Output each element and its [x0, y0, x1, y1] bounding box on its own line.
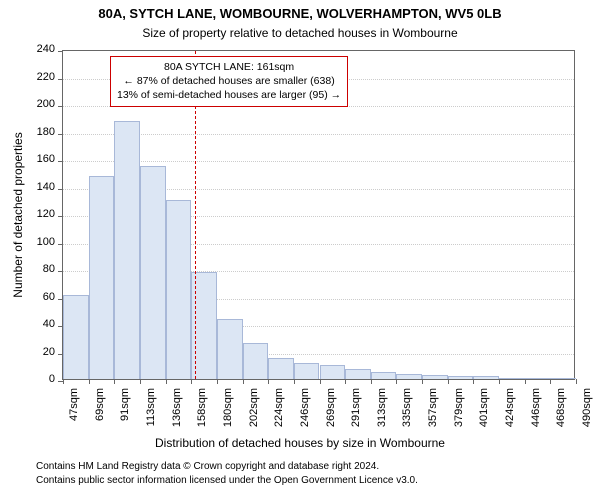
x-tick-label: 490sqm	[581, 388, 593, 438]
x-tick	[217, 379, 218, 384]
x-tick-label: 424sqm	[504, 388, 516, 438]
x-tick	[166, 379, 167, 384]
x-tick	[191, 379, 192, 384]
histogram-bar	[166, 200, 192, 379]
y-tick-label: 120	[15, 208, 55, 220]
x-tick	[371, 379, 372, 384]
y-tick-label: 20	[15, 346, 55, 358]
y-tick-label: 100	[15, 236, 55, 248]
footer-attribution: Contains HM Land Registry data © Crown c…	[36, 460, 418, 487]
x-tick-label: 357sqm	[427, 388, 439, 438]
x-tick-label: 313sqm	[376, 388, 388, 438]
y-tick	[58, 244, 63, 245]
x-tick	[294, 379, 295, 384]
y-tick-label: 200	[15, 98, 55, 110]
x-tick-label: 91sqm	[119, 388, 131, 438]
y-tick-label: 80	[15, 263, 55, 275]
x-tick	[473, 379, 474, 384]
histogram-bar	[89, 176, 115, 380]
y-tick	[58, 189, 63, 190]
chart-title: 80A, SYTCH LANE, WOMBOURNE, WOLVERHAMPTO…	[0, 6, 600, 21]
histogram-bar	[448, 376, 474, 379]
x-tick	[268, 379, 269, 384]
x-axis-label: Distribution of detached houses by size …	[0, 436, 600, 450]
histogram-bar	[268, 358, 294, 379]
histogram-bar	[550, 378, 576, 379]
y-tick-label: 60	[15, 291, 55, 303]
histogram-bar	[345, 369, 371, 379]
y-tick	[58, 79, 63, 80]
histogram-bar	[294, 363, 320, 380]
x-tick-label: 246sqm	[299, 388, 311, 438]
y-tick	[58, 161, 63, 162]
histogram-bar	[217, 319, 243, 380]
x-tick-label: 291sqm	[350, 388, 362, 438]
y-tick	[58, 134, 63, 135]
y-tick	[58, 216, 63, 217]
x-tick-label: 224sqm	[273, 388, 285, 438]
y-tick-label: 220	[15, 71, 55, 83]
x-tick-label: 468sqm	[555, 388, 567, 438]
histogram-bar	[525, 378, 551, 379]
y-tick-label: 240	[15, 43, 55, 55]
x-tick-label: 446sqm	[530, 388, 542, 438]
x-tick	[576, 379, 577, 384]
histogram-bar	[371, 372, 397, 379]
y-tick	[58, 271, 63, 272]
x-tick-label: 269sqm	[325, 388, 337, 438]
x-tick	[396, 379, 397, 384]
x-tick-label: 379sqm	[453, 388, 465, 438]
y-tick	[58, 106, 63, 107]
property-size-histogram: 80A, SYTCH LANE, WOMBOURNE, WOLVERHAMPTO…	[0, 0, 600, 500]
x-axis-label-text: Distribution of detached houses by size …	[155, 436, 445, 450]
footer-line-1: Contains HM Land Registry data © Crown c…	[36, 460, 418, 474]
x-tick-label: 113sqm	[145, 388, 157, 438]
x-tick	[550, 379, 551, 384]
x-tick	[525, 379, 526, 384]
x-tick-label: 136sqm	[171, 388, 183, 438]
x-tick-label: 158sqm	[196, 388, 208, 438]
x-tick	[114, 379, 115, 384]
x-tick	[499, 379, 500, 384]
x-tick-label: 202sqm	[248, 388, 260, 438]
y-tick-label: 40	[15, 318, 55, 330]
x-tick	[320, 379, 321, 384]
histogram-bar	[140, 166, 166, 379]
histogram-bar	[396, 374, 422, 380]
x-tick	[140, 379, 141, 384]
histogram-bar	[499, 378, 525, 379]
x-tick-label: 335sqm	[401, 388, 413, 438]
y-tick-label: 140	[15, 181, 55, 193]
chart-subtitle: Size of property relative to detached ho…	[0, 26, 600, 40]
y-tick-label: 160	[15, 153, 55, 165]
histogram-bar	[63, 295, 89, 379]
annotation-line: ← 87% of detached houses are smaller (63…	[117, 74, 341, 88]
histogram-bar	[243, 343, 269, 379]
chart-subtitle-text: Size of property relative to detached ho…	[142, 26, 457, 40]
x-tick	[345, 379, 346, 384]
annotation-line: 80A SYTCH LANE: 161sqm	[117, 60, 341, 74]
y-tick-label: 180	[15, 126, 55, 138]
annotation-callout: 80A SYTCH LANE: 161sqm← 87% of detached …	[110, 56, 348, 107]
x-tick	[422, 379, 423, 384]
x-tick-label: 401sqm	[478, 388, 490, 438]
x-tick	[63, 379, 64, 384]
histogram-bar	[422, 375, 448, 379]
x-tick-label: 69sqm	[94, 388, 106, 438]
x-tick-label: 47sqm	[68, 388, 80, 438]
histogram-bar	[473, 376, 499, 379]
x-tick	[89, 379, 90, 384]
annotation-line: 13% of semi-detached houses are larger (…	[117, 88, 341, 102]
chart-title-text: 80A, SYTCH LANE, WOMBOURNE, WOLVERHAMPTO…	[98, 6, 501, 21]
y-tick	[58, 51, 63, 52]
x-tick-label: 180sqm	[222, 388, 234, 438]
footer-line-2: Contains public sector information licen…	[36, 474, 418, 488]
histogram-bar	[320, 365, 346, 379]
x-tick	[448, 379, 449, 384]
histogram-bar	[114, 121, 140, 380]
x-tick	[243, 379, 244, 384]
y-tick-label: 0	[15, 373, 55, 385]
